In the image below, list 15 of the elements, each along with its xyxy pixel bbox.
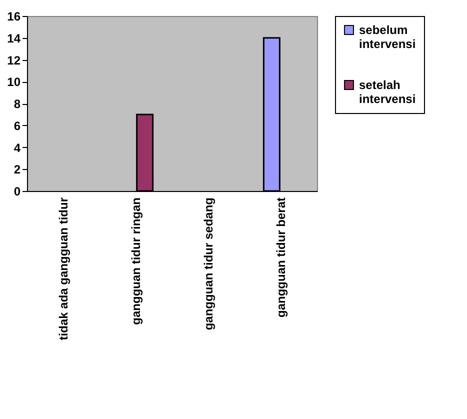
x-tick-label: gangguan tidur berat xyxy=(274,197,288,318)
y-tick-label: 6 xyxy=(14,118,21,133)
legend-label: setelah intervensi xyxy=(359,78,416,106)
x-tick-label: gangguan tidur ringan xyxy=(128,198,143,325)
legend-label: sebelum intervensi xyxy=(359,23,416,51)
y-tick-label: 2 xyxy=(14,162,21,177)
y-tick-label: 12 xyxy=(7,53,21,68)
y-tick-label: 8 xyxy=(14,97,21,111)
y-tick-label: 16 xyxy=(7,10,21,24)
y-tick-label: 4 xyxy=(14,140,21,155)
y-tick-label: 0 xyxy=(14,184,21,198)
x-tick-label: tidak ada gangguan tidur xyxy=(56,197,70,340)
y-tick-label: 14 xyxy=(7,31,21,46)
x-tick-label: gangguan tidur sedang xyxy=(201,198,216,330)
y-tick-label: 10 xyxy=(7,75,21,90)
